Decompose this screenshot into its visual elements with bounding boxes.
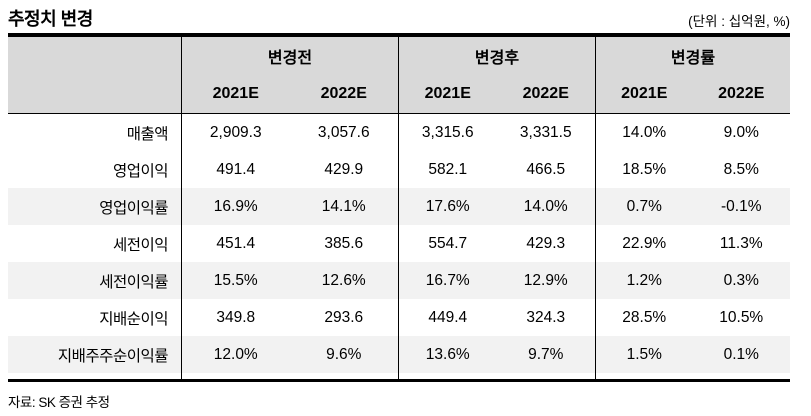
group-header-row: 변경전 변경후 변경률 xyxy=(8,37,790,75)
row-label: 세전이익률 xyxy=(99,273,168,291)
group-header-after-change: 변경후 xyxy=(398,37,595,75)
table-row-pretax-margin: 세전이익률 15.5% 12.6% 16.7% 12.9% 1.2% 0.3% xyxy=(8,262,790,299)
value-cell: 12.9% xyxy=(523,271,568,289)
row-label: 영업이익 xyxy=(112,162,169,180)
group-header-before-change: 변경전 xyxy=(181,37,398,75)
value-cell: 8.5% xyxy=(723,160,759,178)
value-cell: 451.4 xyxy=(181,225,290,262)
table-row-operating-margin: 영업이익률 16.9% 14.1% 17.6% 14.0% 0.7% -0.1% xyxy=(8,188,790,225)
value-cell: 429.3 xyxy=(526,234,566,252)
year-header: 2021E xyxy=(398,75,497,113)
value-cell: 14.0% xyxy=(523,197,568,215)
spacer-cell xyxy=(595,373,693,379)
value-cell: 293.6 xyxy=(324,308,364,326)
value-cell: 385.6 xyxy=(324,234,364,252)
spacer-cell xyxy=(290,373,399,379)
table-row-pretax-profit: 세전이익 451.4 385.6 554.7 429.3 22.9% 11.3% xyxy=(8,225,790,262)
value-cell: 3,331.5 xyxy=(519,123,572,141)
spacer-cell xyxy=(398,373,497,379)
value-cell: 491.4 xyxy=(181,151,290,188)
estimates-table: 변경전 변경후 변경률 2021E 2022E 2021E 2022E 2021… xyxy=(8,33,790,382)
value-cell: 14.1% xyxy=(321,197,366,215)
value-cell: 9.0% xyxy=(723,123,759,141)
value-cell: 466.5 xyxy=(526,160,566,178)
page-title: 추정치 변경 xyxy=(8,9,93,29)
value-cell: 13.6% xyxy=(398,336,497,373)
row-label: 지배순이익 xyxy=(99,310,168,328)
value-cell: -0.1% xyxy=(721,197,762,215)
spacer-cell xyxy=(8,373,181,379)
table-bottom-spacer xyxy=(8,373,790,379)
value-cell: 0.1% xyxy=(723,345,759,363)
table-row-controlling-net-profit: 지배순이익 349.8 293.6 449.4 324.3 28.5% 10.5… xyxy=(8,299,790,336)
row-label: 지배주주순이익률 xyxy=(57,347,169,365)
year-header: 2022E xyxy=(718,85,765,102)
value-cell: 429.9 xyxy=(324,160,364,178)
value-cell: 15.5% xyxy=(181,262,290,299)
value-cell: 14.0% xyxy=(595,114,693,151)
value-cell: 554.7 xyxy=(398,225,497,262)
value-cell: 1.5% xyxy=(595,336,693,373)
row-label: 세전이익 xyxy=(112,236,169,254)
table-row-operating-profit: 영업이익 491.4 429.9 582.1 466.5 18.5% 8.5% xyxy=(8,151,790,188)
spacer-cell xyxy=(693,373,791,379)
value-cell: 18.5% xyxy=(595,151,693,188)
source-note: 자료: SK 증권 추정 xyxy=(8,395,110,410)
year-header: 2021E xyxy=(181,75,290,113)
value-cell: 16.7% xyxy=(398,262,497,299)
group-header-change-rate: 변경률 xyxy=(595,37,790,75)
table-row-revenue: 매출액 2,909.3 3,057.6 3,315.6 3,331.5 14.0… xyxy=(8,114,790,151)
value-cell: 17.6% xyxy=(398,188,497,225)
value-cell: 0.7% xyxy=(595,188,693,225)
corner-cell xyxy=(8,75,181,113)
value-cell: 9.6% xyxy=(326,345,362,363)
value-cell: 0.3% xyxy=(723,271,759,289)
spacer-cell xyxy=(497,373,596,379)
year-header-row: 2021E 2022E 2021E 2022E 2021E 2022E xyxy=(8,75,790,113)
value-cell: 11.3% xyxy=(719,234,763,252)
value-cell: 9.7% xyxy=(528,345,564,363)
value-cell: 12.6% xyxy=(321,271,366,289)
value-cell: 582.1 xyxy=(398,151,497,188)
row-label: 영업이익률 xyxy=(99,199,168,217)
row-label: 매출액 xyxy=(126,125,169,143)
value-cell: 324.3 xyxy=(526,308,566,326)
value-cell: 1.2% xyxy=(595,262,693,299)
value-cell: 3,315.6 xyxy=(398,114,497,151)
table-header: 변경전 변경후 변경률 2021E 2022E 2021E 2022E 2021… xyxy=(8,37,790,114)
spacer-cell xyxy=(181,373,290,379)
value-cell: 3,057.6 xyxy=(317,123,370,141)
corner-cell xyxy=(8,37,181,75)
value-cell: 12.0% xyxy=(181,336,290,373)
table-row-controlling-net-margin: 지배주주순이익률 12.0% 9.6% 13.6% 9.7% 1.5% 0.1% xyxy=(8,336,790,373)
value-cell: 16.9% xyxy=(181,188,290,225)
year-header: 2021E xyxy=(595,75,693,113)
value-cell: 349.8 xyxy=(181,299,290,336)
value-cell: 10.5% xyxy=(719,308,764,326)
value-cell: 22.9% xyxy=(595,225,693,262)
year-header: 2022E xyxy=(320,85,367,102)
value-cell: 28.5% xyxy=(595,299,693,336)
value-cell: 2,909.3 xyxy=(181,114,290,151)
value-cell: 449.4 xyxy=(398,299,497,336)
unit-label: (단위 : 십억원, %) xyxy=(688,14,790,29)
year-header: 2022E xyxy=(522,85,569,102)
